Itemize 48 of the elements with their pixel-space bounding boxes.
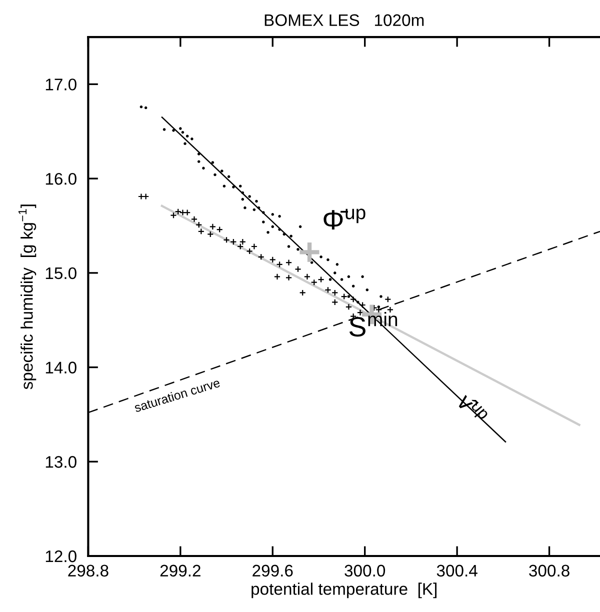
point: [223, 236, 230, 244]
point: [285, 259, 292, 266]
point: [179, 209, 186, 216]
point: [384, 296, 392, 303]
point: [310, 279, 318, 286]
point: [318, 276, 324, 283]
x-tick-label: 300.8: [529, 564, 570, 577]
point: [230, 238, 237, 246]
point: [359, 302, 366, 308]
point: [294, 266, 302, 272]
y-tick-label: 12.0: [46, 550, 76, 562]
point: [332, 289, 338, 296]
annotation: S$^{min}$: [349, 312, 398, 337]
annotation: v̂$^{up}$: [456, 392, 489, 426]
point: [324, 286, 332, 294]
annotation: Φ̄$^{up}$: [324, 208, 366, 230]
point: [198, 228, 204, 235]
point: [190, 216, 198, 222]
point: [258, 254, 264, 260]
y-tick-label: 14.0: [46, 362, 76, 374]
y-tick-label: 13.0: [46, 456, 76, 468]
point: [269, 256, 276, 264]
x-tick-label: 299.2: [160, 564, 200, 577]
y-tick-label: 16.0: [46, 172, 76, 185]
point: [216, 226, 223, 233]
point: [356, 309, 364, 316]
point: [207, 230, 214, 238]
point: [345, 304, 352, 310]
y-tick-label: 15.0: [46, 267, 76, 280]
point: [184, 209, 191, 216]
chart-title: BOMEX LES 1020m: [264, 14, 424, 26]
x-tick-label: 299.6: [252, 564, 293, 577]
point: [196, 221, 202, 228]
x-tick-label: 298.8: [68, 564, 108, 577]
point: [304, 273, 311, 280]
x-axis-title: potential temperature [K]: [252, 582, 436, 598]
point: [209, 223, 216, 230]
point: [285, 274, 292, 281]
point: [332, 298, 338, 306]
point: [274, 273, 281, 280]
point: [340, 293, 348, 300]
y-tick-label: 17.0: [46, 78, 76, 90]
x-tick-label: 300.4: [436, 564, 478, 577]
point: [350, 296, 357, 303]
point: [276, 261, 283, 268]
point: [299, 289, 306, 296]
x-tick-label: 300.0: [344, 564, 386, 577]
y-axis-title: specific humidity [g kg$^{−1}$]: [18, 204, 36, 390]
